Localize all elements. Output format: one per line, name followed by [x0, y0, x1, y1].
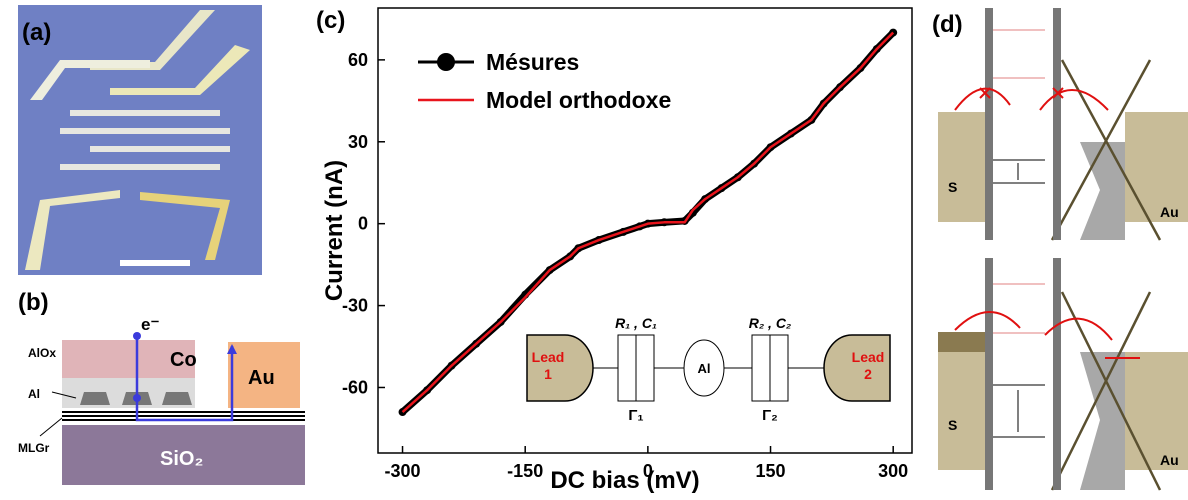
y-tick-label: -60	[342, 377, 368, 397]
lead-filled	[938, 332, 988, 352]
lead-block	[938, 332, 988, 470]
tunnel-arrow	[954, 311, 1140, 359]
tunnel-arrow	[954, 87, 1109, 111]
label: Au	[1160, 452, 1179, 468]
al-island	[80, 392, 110, 405]
contact-block	[1125, 112, 1188, 222]
lead	[823, 334, 891, 402]
dos-line	[1060, 291, 1162, 491]
plot-frame	[377, 7, 913, 454]
panel-label: (c)	[316, 7, 345, 34]
label: Γ₁	[628, 407, 643, 424]
barrier	[1053, 258, 1061, 490]
label: Al	[28, 387, 40, 401]
pointer	[39, 417, 63, 437]
lead-block	[938, 112, 988, 222]
co-layer	[62, 340, 195, 378]
lead-label: Lead	[852, 349, 885, 365]
series-line	[401, 31, 895, 413]
barrier	[1053, 8, 1061, 240]
lead-label: 2	[864, 366, 872, 382]
label: e⁻	[141, 315, 159, 334]
panel-label: (b)	[18, 289, 49, 316]
label: Al	[698, 361, 711, 376]
dos-cone	[1080, 142, 1125, 240]
band-diagram: S Au	[938, 258, 1188, 491]
electrode	[90, 146, 230, 152]
arrow-head	[227, 344, 237, 354]
label: SiO₂	[160, 448, 203, 470]
x-tick-label: -300	[385, 461, 421, 481]
dos-line	[1050, 59, 1152, 241]
panel-label: (a)	[22, 19, 51, 46]
electrode	[110, 45, 250, 95]
y-tick-label: -30	[342, 296, 368, 316]
electron-path	[135, 336, 234, 422]
pointer	[51, 391, 77, 399]
label: S	[948, 179, 957, 195]
electrode	[30, 60, 150, 100]
x-tick-label: 300	[878, 461, 908, 481]
dos-cone	[1080, 352, 1125, 490]
lead-label: 1	[544, 366, 552, 382]
contact-block	[1125, 352, 1188, 470]
lead-label: Lead	[532, 349, 565, 365]
electron	[133, 394, 141, 402]
substrate	[62, 425, 305, 485]
electrode	[70, 110, 220, 116]
x-tick-label: 0	[643, 461, 653, 481]
legend-label: Model orthodoxe	[486, 87, 671, 113]
electrode	[60, 128, 230, 134]
dos-line	[1050, 291, 1152, 491]
x-axis-label: DC bias (mV)	[550, 467, 699, 494]
label: Au	[248, 367, 275, 389]
barrier	[985, 258, 993, 490]
y-tick-label: 30	[348, 132, 368, 152]
blocked-mark	[979, 87, 1064, 99]
au-layer	[228, 342, 300, 408]
label: R₂ , C₂	[749, 315, 792, 331]
micrograph	[18, 5, 262, 275]
label: MLGr	[18, 441, 50, 455]
label: AlOx	[28, 346, 56, 360]
electrode	[140, 192, 230, 260]
y-tick-label: 60	[348, 50, 368, 70]
electrode	[60, 164, 220, 170]
label: Co	[170, 349, 197, 371]
y-tick-label: 0	[358, 214, 368, 234]
band-diagram: S Au	[938, 8, 1188, 241]
panel-label: (d)	[932, 11, 963, 38]
y-axis-label: Current (nA)	[321, 160, 348, 301]
x-tick-label: 150	[756, 461, 786, 481]
scale-bar	[120, 260, 190, 266]
label: Au	[1160, 204, 1179, 220]
label: Γ₂	[762, 407, 778, 424]
island	[683, 339, 725, 397]
legend-marker	[437, 53, 455, 71]
electron	[133, 332, 141, 340]
legend-label: Mésures	[486, 49, 579, 75]
label: R₁ , C₁	[615, 315, 657, 331]
lead	[526, 334, 594, 402]
label: S	[948, 417, 957, 433]
electrode	[25, 190, 120, 270]
al-island	[162, 392, 192, 405]
barrier	[985, 8, 993, 240]
x-tick-label: -150	[507, 461, 543, 481]
